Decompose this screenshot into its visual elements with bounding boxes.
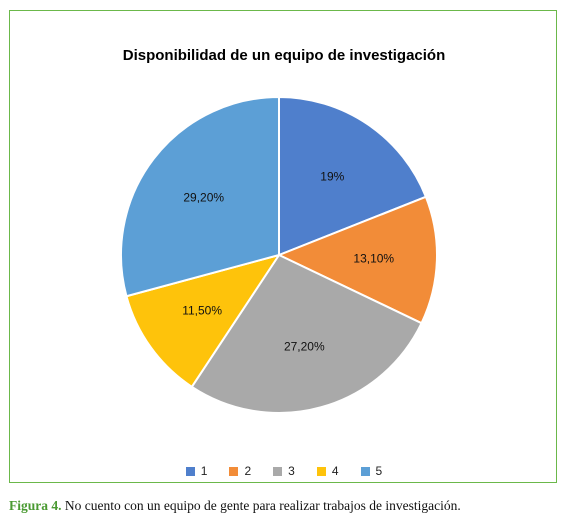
pie-slice-3	[190, 253, 423, 414]
legend: 1 2 3 4 5	[10, 464, 558, 478]
data-label-3: 27,20%	[284, 339, 325, 353]
figure-caption: Figura 4. No cuento con un equipo de gen…	[9, 498, 557, 514]
pie-slice-5	[120, 95, 280, 298]
legend-swatch-1	[185, 466, 195, 476]
legend-label-4: 4	[331, 464, 339, 478]
legend-label-2: 2	[244, 464, 252, 478]
legend-swatch-3	[273, 466, 283, 476]
pie-chart: 19% 13,10% 27,20% 11,50% 29,20%	[120, 95, 438, 414]
legend-swatch-2	[229, 466, 239, 476]
legend-label-3: 3	[288, 464, 295, 478]
legend-item-4: 4	[316, 464, 339, 478]
legend-item-2: 2	[229, 464, 251, 478]
chart-frame: Disponibilidad de un equipo de investiga…	[9, 10, 557, 483]
data-label-5: 29,20%	[183, 190, 224, 204]
legend-label-1: 1	[200, 464, 208, 478]
caption-label: Figura 4.	[9, 498, 62, 513]
legend-label-5: 5	[375, 464, 383, 478]
legend-item-1: 1	[185, 464, 208, 478]
data-label-4: 11,50%	[182, 303, 222, 317]
legend-item-5: 5	[360, 464, 383, 478]
chart-title: Disponibilidad de un equipo de investiga…	[122, 47, 446, 64]
pie-slice-1	[278, 95, 428, 257]
legend-swatch-4	[316, 466, 326, 476]
caption-text: No cuento con un equipo de gente para re…	[61, 498, 461, 513]
legend-item-3: 3	[273, 464, 295, 478]
data-label-2: 13,10%	[353, 251, 394, 265]
data-label-1: 19%	[320, 170, 344, 184]
pie-slice-4	[125, 253, 282, 389]
pie-slice-2	[276, 195, 438, 325]
legend-swatch-5	[360, 466, 370, 476]
